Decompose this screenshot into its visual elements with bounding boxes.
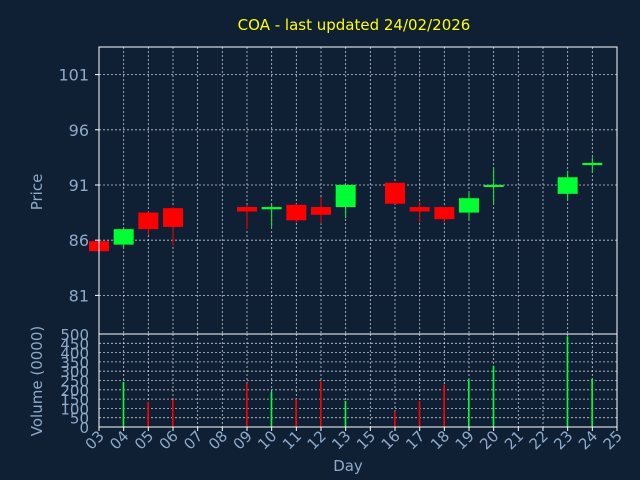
price-tick-label: 96 xyxy=(69,121,89,140)
candle-body xyxy=(385,182,405,204)
volume-bar xyxy=(320,381,322,427)
volume-axis-label: Volume (0000) xyxy=(28,326,46,436)
volume-bar xyxy=(492,365,495,427)
volume-tick-label: 350 xyxy=(60,354,89,372)
candle xyxy=(385,182,405,204)
candle-body xyxy=(459,198,479,213)
candle xyxy=(163,207,183,246)
candle xyxy=(557,170,578,201)
volume-tick-label: 0 xyxy=(79,419,89,437)
volume-bar xyxy=(591,378,593,427)
price-tick-label: 91 xyxy=(69,176,89,195)
candle-body xyxy=(483,184,504,187)
volume-tick-label: 50 xyxy=(70,410,89,428)
x-axis-label: Day xyxy=(333,457,363,475)
candle-body xyxy=(113,229,134,245)
volume-bar xyxy=(566,336,569,427)
candle xyxy=(335,184,356,219)
candle xyxy=(138,211,159,235)
candle-body xyxy=(335,184,356,208)
candle xyxy=(409,201,430,223)
volume-bar xyxy=(295,399,297,427)
candle xyxy=(237,204,257,230)
volume-layer xyxy=(122,336,593,427)
volume-tick-label: 150 xyxy=(60,391,89,409)
volume-bar xyxy=(122,381,125,427)
volume-tick-label: 200 xyxy=(60,382,89,400)
plot-frames xyxy=(98,46,618,428)
volume-plot-frame xyxy=(98,333,618,428)
volume-bar xyxy=(443,384,445,427)
candle-body xyxy=(434,207,455,220)
volume-tick-label: 100 xyxy=(60,400,89,418)
candle xyxy=(483,168,504,204)
candle-body xyxy=(237,207,257,212)
candle-body xyxy=(286,204,307,221)
price-axis-label: Price xyxy=(28,174,46,211)
chart-title: COA - last updated 24/02/2026 xyxy=(238,16,471,34)
volume-bar xyxy=(246,383,248,427)
volume-bar xyxy=(344,400,347,427)
price-tick-label: 101 xyxy=(58,66,89,85)
volume-bar xyxy=(172,399,174,427)
candle xyxy=(261,204,282,227)
price-tick-label: 86 xyxy=(69,231,89,250)
candle-body xyxy=(261,207,282,210)
candle xyxy=(459,191,479,220)
volume-bar xyxy=(147,401,149,427)
axis-labels: Price Volume (0000) Day xyxy=(28,174,363,475)
price-tick-label: 81 xyxy=(69,286,89,305)
candle xyxy=(311,197,331,224)
candle xyxy=(582,157,603,173)
candle-body xyxy=(557,177,578,194)
candle-body xyxy=(582,162,603,166)
candle-body xyxy=(409,207,430,212)
volume-bar xyxy=(418,400,421,427)
volume-tick-label: 400 xyxy=(60,345,89,363)
candle xyxy=(113,229,134,248)
candle-body xyxy=(311,207,331,215)
volume-tick-label: 250 xyxy=(60,373,89,391)
candle xyxy=(286,203,307,223)
volume-bar xyxy=(468,379,470,427)
price-grid: 81 86 91 96 101 xyxy=(58,47,617,334)
volume-bar xyxy=(270,391,273,427)
volume-bar xyxy=(394,411,396,427)
candle-body xyxy=(138,212,159,230)
candle xyxy=(434,207,455,223)
volume-tick-label: 300 xyxy=(60,363,89,381)
volume-tick-label: 450 xyxy=(60,335,89,353)
candle-body xyxy=(163,208,183,227)
volume-tick-label: 500 xyxy=(60,326,89,344)
